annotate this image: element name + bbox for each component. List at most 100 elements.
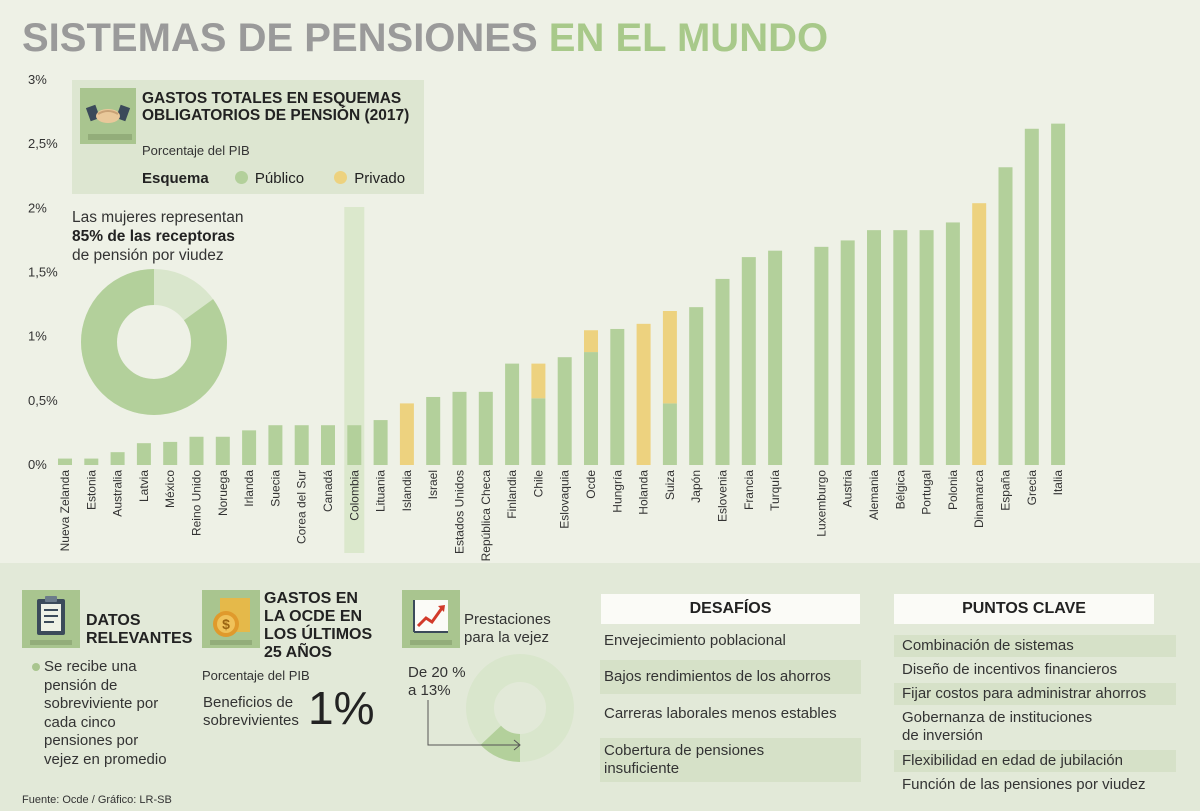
desafios-item: Envejecimiento poblacional <box>604 632 786 649</box>
x-tick-label: España <box>999 470 1013 511</box>
x-tick-label: Canadá <box>321 470 335 512</box>
bar-publico <box>1024 128 1039 465</box>
x-tick-label: Grecia <box>1025 470 1039 506</box>
x-tick-label: Holanda <box>637 470 651 515</box>
bar-publico <box>840 240 855 465</box>
x-tick-label: Estados Unidos <box>453 470 467 554</box>
x-tick-label: Finlandia <box>505 470 519 519</box>
x-tick-label: Dinamarca <box>972 470 986 528</box>
x-tick-label: Noruega <box>216 470 230 516</box>
trend-chart-icon <box>402 590 460 648</box>
x-tick-label: Latvia <box>137 470 151 502</box>
highlight-column <box>344 207 365 553</box>
bar-publico <box>557 357 572 465</box>
y-tick-label: 0% <box>28 457 47 472</box>
chart-title: GASTOS TOTALES EN ESQUEMAS OBLIGATORIOS … <box>142 90 410 124</box>
bar-publico <box>741 257 756 465</box>
bar-publico <box>136 443 151 465</box>
y-tick-label: 1% <box>28 329 47 344</box>
prestaciones-from-line1: De 20 % <box>408 664 466 681</box>
bar-publico <box>321 425 335 465</box>
legend-label-privado: Privado <box>354 170 406 187</box>
desafios-item: Cobertura de pensiones insuficiente <box>600 738 861 782</box>
prestaciones-change: De 20 % a 13% <box>408 664 466 700</box>
x-tick-label: Chile <box>531 470 545 498</box>
bar-publico <box>689 307 704 465</box>
bar-privado <box>636 323 651 465</box>
donut-note-line3: de pensión por viudez <box>72 247 224 264</box>
x-tick-label: Eslovaquia <box>558 470 572 529</box>
datos-text-content: Se recibe una pensión de sobreviviente p… <box>44 658 167 768</box>
prestaciones-label: Prestaciones para la vejez <box>464 611 551 647</box>
bar-chart: 0% 0,5% 1% 1,5% 2% 2,5% 3% Nueva Zelanda Estonia… <box>28 72 1066 562</box>
x-tick-label: República Checa <box>479 470 493 562</box>
gastos-title-line4: 25 AÑOS <box>264 644 332 661</box>
bar-publico <box>867 230 881 465</box>
prestaciones-donut-share <box>466 654 574 762</box>
puntos-item: Función de las pensiones por viudez <box>902 776 1146 793</box>
x-tick-label: Islandia <box>400 470 414 512</box>
prestaciones-from-line2: a 13% <box>408 682 451 699</box>
arrow-icon <box>513 739 521 751</box>
x-tick-label: Eslovenia <box>716 470 730 522</box>
chart-subtitle: Porcentaje del PIB <box>142 143 250 158</box>
benef-line1: Beneficios de <box>203 694 294 711</box>
bar-publico <box>452 391 467 465</box>
bar-publico <box>768 250 783 465</box>
bar-publico <box>662 403 677 465</box>
x-tick-label: Estonia <box>84 470 98 510</box>
bar-publico <box>294 425 309 465</box>
benef-label: Beneficios de sobrevivientes <box>203 694 299 730</box>
x-tick-label: Francia <box>742 470 756 510</box>
page-title: SISTEMAS DE PENSIONES EN EL MUNDO <box>22 14 828 62</box>
legend-label-publico: Público <box>254 170 305 187</box>
handshake-icon <box>80 88 136 144</box>
x-tick-label: Bélgica <box>893 470 907 510</box>
bar-publico <box>814 246 829 465</box>
puntos-item: Fijar costos para administrar ahorros <box>894 683 1176 705</box>
y-tick-label: 1,5% <box>28 265 58 280</box>
bar-publico <box>998 167 1013 465</box>
puntos-item: Gobernanza de instituciones de inversión <box>894 707 1176 747</box>
desafios-item: Bajos rendimientos de los ahorros <box>600 660 861 694</box>
bar-publico <box>610 328 625 465</box>
x-tick-label: Portugal <box>920 470 934 515</box>
bar-publico <box>478 391 493 465</box>
y-tick-label: 2,5% <box>28 136 58 151</box>
x-tick-label: Ocde <box>584 470 598 499</box>
puntos-item-line2: de inversión <box>902 727 983 744</box>
donut-note: Las mujeres representan 85% de las recep… <box>72 208 243 265</box>
prestaciones-line2: para la vejez <box>464 629 550 646</box>
gastos-sub: Porcentaje del PIB <box>202 668 310 683</box>
y-tick-label: 2% <box>28 200 47 215</box>
datos-title: DATOS RELEVANTES <box>86 612 192 648</box>
datos-text: Se recibe una pensión de sobreviviente p… <box>32 658 174 769</box>
gastos-title-line2: LA OCDE EN <box>264 608 363 625</box>
legend-row: Esquema Público Privado <box>142 170 431 187</box>
donut-note-line1: Las mujeres representan <box>72 209 244 226</box>
x-tick-label: Australia <box>111 470 125 517</box>
puntos-item: Combinación de sistemas <box>894 635 1176 657</box>
title-part1: SISTEMAS DE PENSIONES <box>22 16 538 60</box>
x-tick-label: Turquía <box>768 470 782 511</box>
puntos-item-line1: Gobernanza de instituciones <box>902 709 1093 726</box>
bar-publico <box>505 363 520 465</box>
legend-heading: Esquema <box>142 170 209 187</box>
desafios-item: Carreras laborales menos estables <box>604 705 837 722</box>
benef-value: 1% <box>308 682 375 734</box>
legend-swatch-publico <box>234 171 248 184</box>
x-tick-label: Irlanda <box>242 470 256 507</box>
bar-privado <box>662 311 677 404</box>
x-tick-label: Japón <box>689 470 703 503</box>
coins-icon: $ <box>202 590 260 648</box>
x-tick-label: Suecia <box>268 470 282 507</box>
puntos-title: PUNTOS CLAVE <box>894 594 1154 624</box>
gastos-title: GASTOS EN LA OCDE EN LOS ÚLTIMOS 25 AÑOS <box>264 590 372 662</box>
bar-publico <box>189 436 204 465</box>
widow-donut-share <box>81 269 227 415</box>
bar-privado <box>531 363 546 399</box>
datos-title-line1: DATOS <box>86 612 141 629</box>
bar-privado <box>399 403 414 465</box>
x-tick-label: Hungría <box>610 470 624 513</box>
